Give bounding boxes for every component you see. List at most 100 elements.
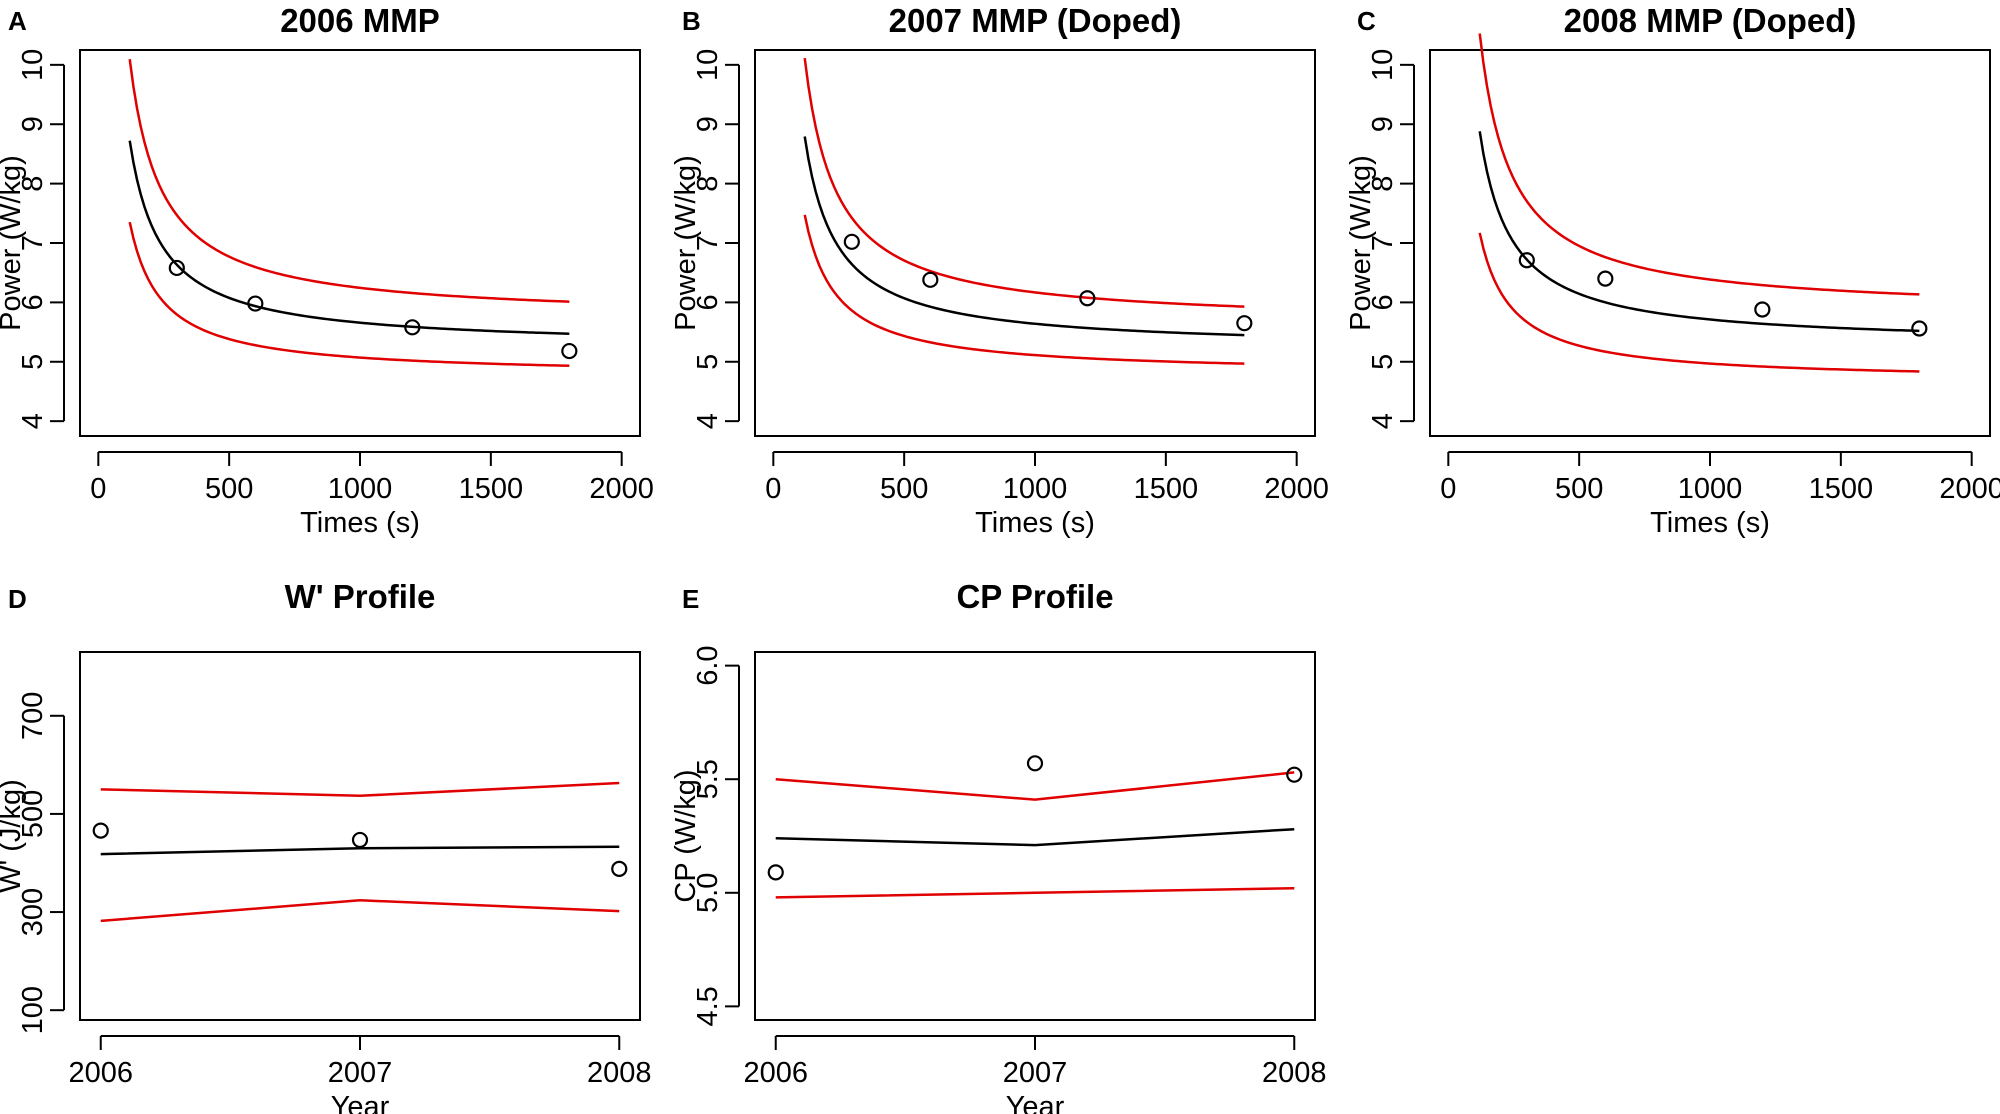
fit-line [1478, 131, 1920, 333]
panel-title: 2007 MMP (Doped) [889, 2, 1182, 39]
x-tick-label: 500 [1555, 473, 1603, 505]
fit-line [775, 827, 1295, 847]
x-axis-label: Times (s) [975, 507, 1095, 539]
x-tick-label: 2007 [1003, 1057, 1068, 1089]
lower-bound-line [775, 887, 1295, 899]
panel-letter: E [682, 584, 699, 614]
data-point [1079, 290, 1096, 307]
plot-frame [754, 651, 1316, 1021]
y-axis-label: Power (W/kg) [670, 155, 702, 331]
upper-bound-line [1478, 33, 1920, 296]
data-point [1286, 766, 1303, 783]
y-tick-label: 6.0 [692, 645, 724, 685]
y-tick-label: 9 [17, 116, 49, 132]
panel-title: 2006 MMP [280, 2, 440, 39]
panel-letter: A [8, 6, 27, 36]
upper-bound-line [100, 781, 620, 798]
y-tick-label: 4 [1367, 413, 1399, 429]
y-axis-label: W' (J/kg) [0, 779, 27, 892]
upper-bound-line [128, 59, 570, 303]
y-tick-label: 6 [1367, 294, 1399, 310]
x-axis-label: Times (s) [300, 507, 420, 539]
data-point [1518, 252, 1535, 269]
y-tick-label: 5.0 [692, 873, 724, 913]
data-point [168, 259, 185, 277]
y-tick-label: 4.5 [692, 986, 724, 1026]
data-point [404, 319, 421, 336]
x-tick-label: 1000 [1003, 473, 1068, 505]
panel-a: A 2006 MMP 0 500 1000 1500 2000 Times (s) 4 5 6 7 8 9… [0, 2, 654, 539]
data-point [561, 342, 578, 360]
y-tick-label: 8 [1367, 176, 1399, 192]
x-tick-label: 1500 [1134, 473, 1199, 505]
x-tick-label: 500 [880, 473, 928, 505]
y-axis-label: CP (W/kg) [670, 769, 702, 902]
data-point [767, 864, 784, 881]
data-point [1026, 755, 1044, 772]
y-tick-label: 500 [17, 790, 49, 838]
plot-frame [1429, 49, 1991, 437]
x-tick-label: 0 [90, 473, 106, 505]
x-axis-label: Year [331, 1091, 390, 1114]
y-tick-label: 6 [692, 294, 724, 310]
y-tick-label: 4 [17, 413, 49, 429]
panel-e: E CP Profile 2006 2007 2008 Year 4.5 5.0 5.5 6.0 C… [670, 578, 1327, 1114]
y-tick-label: 8 [692, 176, 724, 192]
fit-line [100, 845, 620, 856]
x-tick-label: 0 [1440, 473, 1456, 505]
data-point [1597, 270, 1614, 287]
x-tick-label: 500 [205, 473, 253, 505]
panel-c: C 2008 MMP (Doped) 0 500 1000 1500 2000 Times (… [1345, 2, 2000, 539]
lower-bound-line [803, 214, 1245, 365]
data-point [247, 295, 264, 312]
panel-d: D W' Profile 2006 2007 2008 Year 100 300 500 700 W… [0, 578, 652, 1114]
x-tick-label: 2000 [589, 473, 654, 505]
x-axis-label: Year [1006, 1091, 1065, 1114]
y-tick-label: 6 [17, 294, 49, 310]
y-tick-label: 10 [17, 49, 49, 81]
x-tick-label: 2006 [68, 1057, 133, 1089]
data-point [1754, 301, 1771, 318]
y-tick-label: 10 [692, 49, 724, 81]
x-tick-label: 2000 [1264, 473, 1329, 505]
data-point [843, 233, 860, 250]
x-tick-label: 0 [765, 473, 781, 505]
panel-letter: B [682, 6, 701, 36]
y-tick-label: 5 [692, 354, 724, 370]
y-tick-label: 700 [17, 692, 49, 740]
y-tick-label: 4 [692, 413, 724, 429]
y-axis-label: Power (W/kg) [1345, 155, 1377, 331]
y-tick-label: 100 [17, 986, 49, 1034]
data-point [1236, 315, 1253, 332]
y-tick-label: 9 [692, 116, 724, 132]
y-tick-label: 9 [1367, 116, 1399, 132]
y-tick-label: 10 [1367, 49, 1399, 81]
plot-frame [79, 49, 641, 437]
data-point [1911, 320, 1928, 337]
y-tick-label: 7 [692, 235, 724, 251]
y-tick-label: 8 [17, 176, 49, 192]
fit-line [128, 140, 570, 335]
data-point [92, 822, 109, 839]
panel-title: W' Profile [285, 578, 436, 615]
x-axis-label: Times (s) [1650, 507, 1770, 539]
panel-title: 2008 MMP (Doped) [1564, 2, 1857, 39]
panel-letter: C [1357, 6, 1376, 36]
y-axis-label: Power (W/kg) [0, 155, 27, 331]
plot-frame [79, 651, 641, 1021]
x-tick-label: 2008 [587, 1057, 652, 1089]
y-tick-label: 5 [1367, 354, 1399, 370]
y-tick-label: 300 [17, 888, 49, 936]
y-tick-label: 7 [17, 235, 49, 251]
y-tick-label: 5.5 [692, 759, 724, 799]
x-tick-label: 2000 [1939, 473, 2000, 505]
lower-bound-line [128, 221, 570, 368]
data-point [611, 860, 628, 877]
panel-letter: D [8, 584, 27, 614]
x-tick-label: 1000 [1678, 473, 1743, 505]
data-point [351, 831, 369, 849]
panel-title: CP Profile [956, 578, 1113, 615]
y-tick-label: 5 [17, 354, 49, 370]
x-tick-label: 2006 [743, 1057, 808, 1089]
y-tick-label: 7 [1367, 235, 1399, 251]
